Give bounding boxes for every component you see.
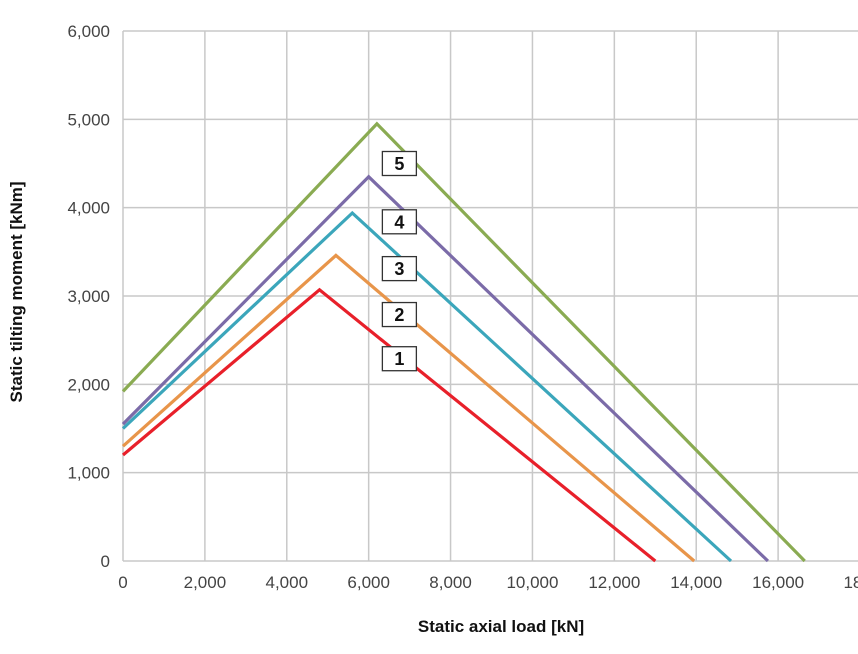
curve-label-text: 1	[394, 349, 404, 369]
x-tick-label: 18,0	[843, 573, 858, 592]
curve-label-box	[381, 346, 418, 372]
x-tick-label: 2,000	[184, 573, 227, 592]
curve-label-text: 2	[394, 305, 404, 325]
curve-label-3: 3	[381, 255, 418, 282]
x-tick-label: 16,000	[752, 573, 804, 592]
curve-label-text: 4	[394, 212, 404, 232]
y-axis-title: Static tilting moment [kNm]	[7, 181, 26, 402]
y-tick-label: 3,000	[67, 287, 110, 306]
y-tick-label: 6,000	[67, 22, 110, 41]
x-tick-label: 12,000	[588, 573, 640, 592]
curve-label-4: 4	[381, 209, 418, 235]
curve-labels: 1 2 3 4 5	[381, 150, 418, 372]
curve-label-text: 3	[394, 259, 404, 279]
x-tick-label: 4,000	[266, 573, 309, 592]
y-tick-label: 1,000	[67, 464, 110, 483]
x-tick-label: 0	[118, 573, 127, 592]
y-tick-label: 5,000	[67, 110, 110, 129]
curve-label-2: 2	[381, 301, 418, 328]
x-tick-label: 8,000	[429, 573, 472, 592]
x-tick-label: 6,000	[347, 573, 390, 592]
curve-label-box	[381, 255, 418, 282]
series-line-3	[121, 210, 733, 563]
curve-label-box	[381, 301, 418, 328]
series-line-2	[121, 253, 696, 563]
curve-label-text: 5	[394, 154, 404, 174]
y-tick-label: 2,000	[67, 375, 110, 394]
series-line-4	[121, 174, 770, 563]
tick-labels: 0 2,000 4,000 6,000 8,000 10,000 12,000 14,000 1…	[67, 22, 858, 592]
x-axis-title: Static axial load [kN]	[418, 617, 584, 636]
x-tick-label: 14,000	[670, 573, 722, 592]
y-tick-label: 4,000	[67, 199, 110, 218]
y-tick-label: 0	[101, 552, 110, 571]
curve-label-box	[381, 209, 418, 235]
curve-label-box	[381, 150, 418, 177]
series-group	[121, 121, 806, 563]
series-line-1	[121, 287, 657, 563]
x-tick-label: 10,000	[506, 573, 558, 592]
series-line-5	[121, 121, 806, 563]
curve-label-1: 1	[381, 346, 418, 372]
curve-label-5: 5	[381, 150, 418, 177]
